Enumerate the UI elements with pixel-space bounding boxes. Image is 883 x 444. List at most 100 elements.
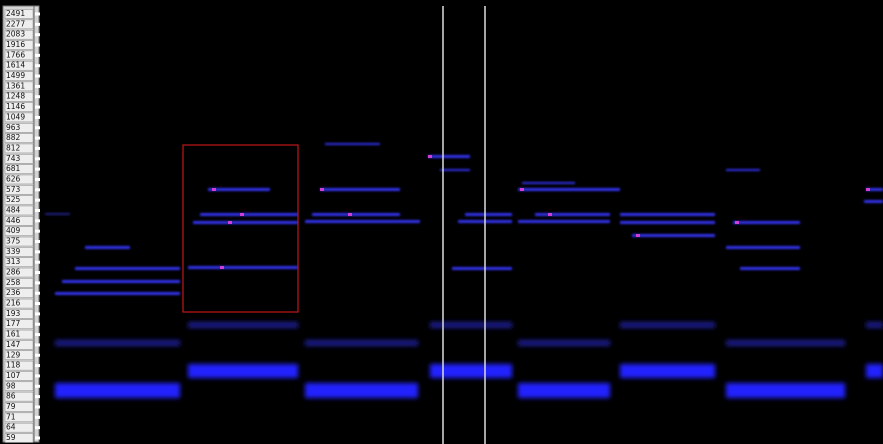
frequency-label: 59	[6, 433, 16, 442]
ruler-key	[35, 157, 40, 161]
frequency-label: 1916	[6, 40, 25, 49]
frequency-label: 812	[6, 143, 21, 152]
ruler-key	[35, 353, 40, 357]
ruler-key	[35, 115, 40, 119]
frequency-label: 1361	[6, 81, 25, 90]
frequency-label: 177	[6, 319, 21, 328]
ruler-key	[35, 177, 40, 181]
partial	[208, 188, 270, 191]
ruler-key	[35, 405, 40, 409]
label-box	[4, 71, 34, 81]
label-box	[4, 298, 34, 309]
partial	[75, 267, 180, 270]
frequency-label: 2277	[6, 19, 25, 28]
peak	[228, 221, 232, 224]
partial	[320, 188, 400, 191]
ruler-key	[35, 22, 40, 26]
ruler-key	[35, 146, 40, 150]
ruler-key	[35, 384, 40, 388]
frequency-label: 79	[6, 402, 16, 411]
ruler-key	[35, 291, 40, 295]
ruler-key	[35, 260, 40, 264]
frequency-label: 86	[6, 392, 16, 401]
peak	[220, 266, 224, 269]
band	[866, 364, 883, 378]
label-box	[4, 29, 34, 40]
label-box	[4, 422, 34, 433]
ruler-key	[35, 374, 40, 378]
label-box	[4, 412, 34, 423]
ruler-key	[35, 198, 40, 202]
label-box	[4, 50, 34, 61]
frequency-label: 409	[6, 226, 21, 235]
band	[305, 383, 418, 398]
label-box	[4, 112, 34, 123]
band	[430, 364, 512, 378]
label-box	[4, 288, 34, 298]
ruler-key	[35, 312, 40, 316]
band	[188, 322, 298, 328]
band	[726, 340, 845, 346]
peak	[636, 234, 640, 237]
label-box	[4, 195, 34, 205]
frequency-label: 1614	[6, 61, 25, 70]
label-box	[4, 309, 34, 319]
frequency-label: 882	[6, 133, 21, 142]
label-box	[4, 81, 34, 92]
partial	[440, 169, 470, 171]
peak	[735, 221, 739, 224]
partial	[45, 213, 70, 215]
ruler-key	[35, 74, 40, 78]
label-box	[4, 174, 34, 185]
band	[518, 383, 610, 398]
label-box	[4, 257, 34, 267]
frequency-label: 375	[6, 237, 21, 246]
ruler-key	[35, 271, 40, 275]
frequency-label: 107	[6, 371, 21, 380]
label-box	[4, 143, 34, 154]
label-box	[4, 154, 34, 164]
frequency-label: 2491	[6, 9, 25, 18]
frequency-label: 743	[6, 154, 21, 163]
frequency-label: 129	[6, 350, 21, 359]
frequency-label: 339	[6, 247, 21, 256]
ruler-key	[35, 302, 40, 306]
label-box	[4, 236, 34, 247]
frequency-label: 286	[6, 268, 21, 277]
selection-box[interactable]	[182, 144, 299, 313]
label-box	[4, 164, 34, 174]
ruler-key	[35, 250, 40, 254]
band	[305, 340, 418, 346]
label-box	[4, 329, 34, 340]
partial	[864, 200, 883, 203]
label-box	[4, 91, 34, 102]
ruler-key	[35, 364, 40, 368]
peak	[866, 188, 870, 191]
ruler-key	[35, 95, 40, 99]
ruler-key	[35, 43, 40, 47]
partial	[193, 221, 298, 224]
frequency-label: 161	[6, 330, 21, 339]
band	[726, 383, 845, 398]
peak	[428, 155, 432, 158]
partial	[726, 169, 760, 171]
ruler-key	[35, 436, 40, 440]
partial	[200, 213, 298, 216]
partial	[452, 267, 512, 270]
partial	[188, 266, 298, 269]
label-box	[4, 350, 34, 361]
ruler-key	[35, 343, 40, 347]
band	[55, 340, 180, 346]
frequency-label: 1146	[6, 102, 25, 111]
frequency-label: 525	[6, 195, 21, 204]
partial	[85, 246, 130, 249]
ruler-key	[35, 12, 40, 16]
ruler-key	[35, 64, 40, 68]
ruler-key	[35, 53, 40, 57]
label-box	[4, 60, 34, 71]
label-box	[4, 247, 34, 257]
partial	[55, 292, 180, 295]
frequency-label: 258	[6, 278, 21, 287]
band	[518, 340, 610, 346]
fundamentals	[55, 364, 883, 398]
